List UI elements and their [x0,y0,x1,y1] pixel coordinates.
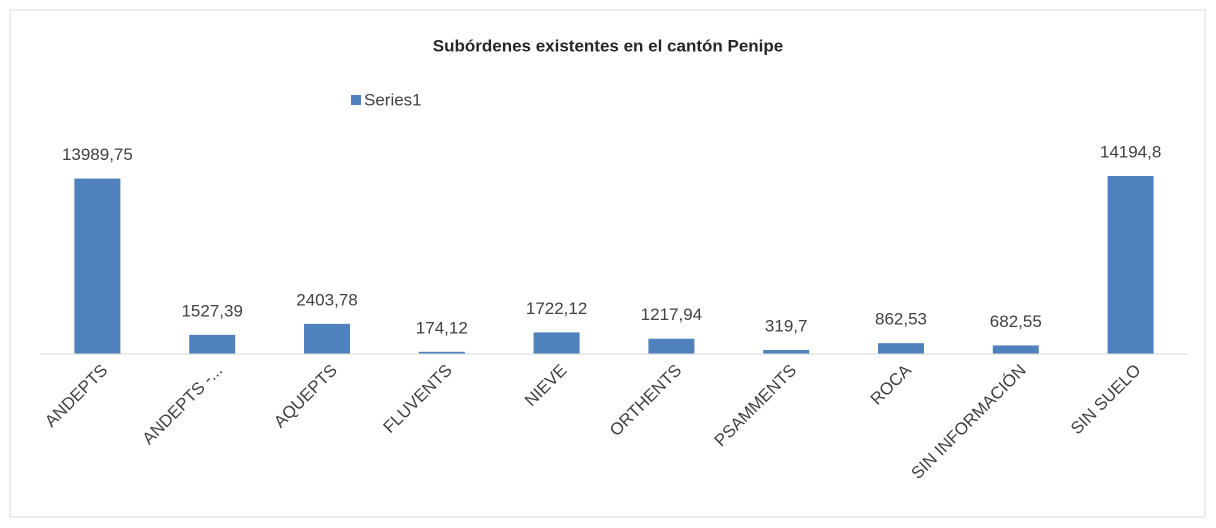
data-label: 1217,94 [641,305,702,324]
bar [992,345,1039,354]
legend-label: Series1 [364,90,422,109]
data-label: 1722,12 [526,299,587,318]
data-label: 319,7 [765,316,808,335]
chart-border [9,9,1206,518]
bar [189,334,236,354]
bar [533,332,580,354]
bar [74,178,121,354]
data-label: 2403,78 [296,290,357,309]
data-label: 174,12 [416,318,468,337]
chart-title: Subórdenes existentes en el cantón Penip… [433,36,784,55]
bar [418,351,465,354]
data-label: 13989,75 [62,145,133,164]
data-label: 682,55 [990,312,1042,331]
data-label: 862,53 [875,310,927,329]
bar [763,349,810,354]
data-label: 1527,39 [181,301,242,320]
legend-swatch [351,95,361,105]
bar [304,323,350,354]
bar [648,338,695,354]
bar [878,343,924,354]
bar [1107,176,1154,354]
data-label: 14194,8 [1100,142,1161,161]
